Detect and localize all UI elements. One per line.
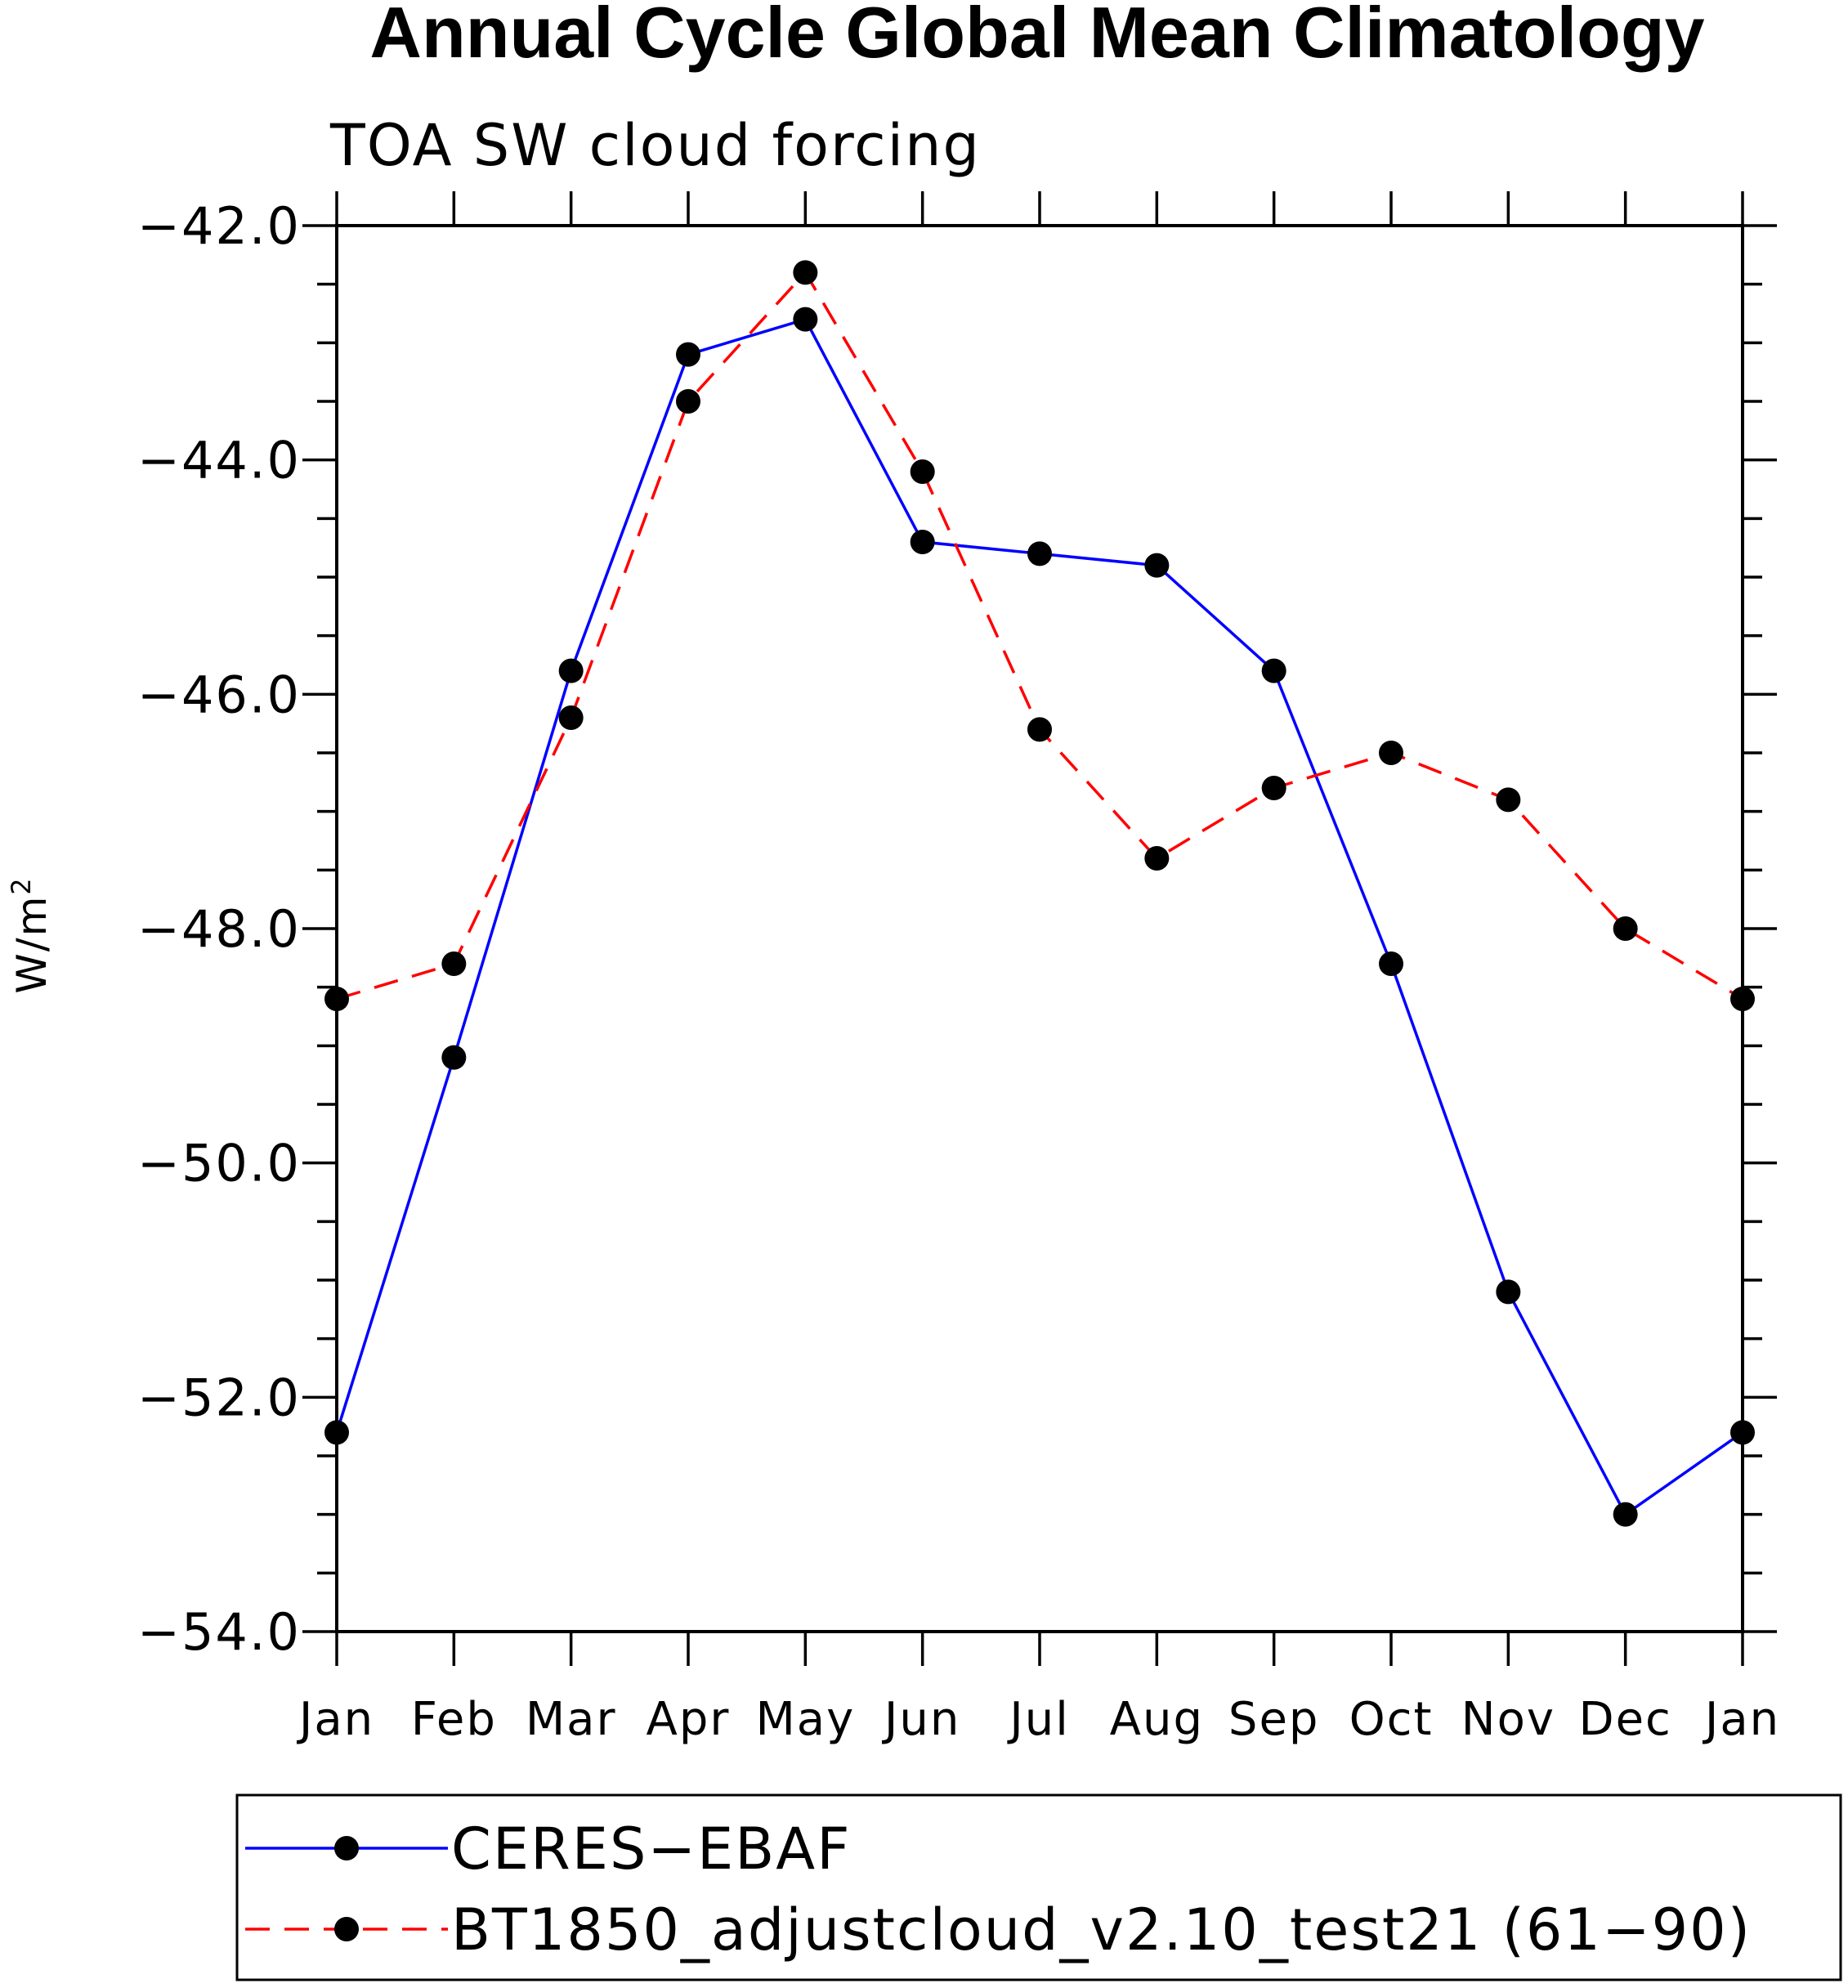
- x-tick-label: Mar: [526, 1693, 617, 1746]
- y-tick-label: −50.0: [137, 1134, 301, 1193]
- data-point: [441, 951, 467, 976]
- data-point: [1496, 787, 1521, 813]
- data-point: [793, 307, 818, 332]
- x-tick-label: Jan: [297, 1693, 374, 1746]
- data-point: [1261, 776, 1286, 800]
- data-point: [676, 342, 700, 367]
- legend-label-ceres: CERES−EBAF: [451, 1816, 851, 1883]
- plot-border: [335, 224, 1744, 1633]
- x-tick-label: Aug: [1110, 1693, 1204, 1746]
- y-tick-label: −52.0: [137, 1368, 301, 1427]
- data-point: [558, 705, 584, 730]
- series-0: [324, 307, 1755, 1527]
- data-point: [1027, 717, 1052, 742]
- data-point: [441, 1045, 467, 1070]
- data-point: [910, 459, 935, 484]
- data-point: [558, 658, 584, 683]
- data-point: [1730, 987, 1755, 1011]
- data-point: [1613, 1502, 1638, 1527]
- y-axis: −42.0 −44.0 −46.0 −48.0 −50.0 −52.0 −54.0: [137, 196, 1777, 1662]
- legend-label-model: BT1850_adjustcloud_v2.10_test21 (61−90): [451, 1896, 1752, 1963]
- series-1: [324, 260, 1755, 1011]
- data-point: [1027, 541, 1052, 566]
- y-tick-label: −44.0: [137, 431, 301, 490]
- chart-subtitle: TOA SW cloud forcing: [329, 112, 981, 179]
- data-point: [910, 530, 935, 554]
- chart-title: Annual Cycle Global Mean Climatology: [369, 0, 1704, 73]
- x-tick-label: Jul: [1007, 1693, 1070, 1746]
- x-tick-label: May: [755, 1693, 855, 1746]
- series-line: [335, 317, 1744, 1516]
- data-point: [793, 260, 818, 285]
- x-tick-label: Apr: [647, 1693, 731, 1746]
- data-point: [1613, 916, 1638, 941]
- legend: CERES−EBAF BT1850_adjustcloud_v2.10_test…: [235, 1793, 1842, 1981]
- x-tick-label: Feb: [411, 1693, 497, 1746]
- data-point: [324, 1420, 349, 1445]
- data-point: [1261, 658, 1286, 683]
- legend-box: [235, 1793, 1842, 1981]
- y-tick-label: −46.0: [137, 665, 301, 724]
- x-tick-label: Dec: [1578, 1693, 1671, 1746]
- data-point: [324, 987, 349, 1011]
- y-axis-label-exponent: 2: [6, 876, 37, 894]
- data-point: [1496, 1279, 1521, 1305]
- x-tick-label: Nov: [1461, 1693, 1555, 1746]
- legend-marker-ceres: [334, 1836, 359, 1860]
- data-point: [1730, 1420, 1755, 1445]
- x-tick-label: Oct: [1349, 1693, 1434, 1746]
- y-axis-label: W/m2: [6, 876, 56, 993]
- plot-frame: [335, 224, 1744, 1633]
- y-axis-label-units: W/m: [8, 895, 56, 994]
- x-tick-label: Sep: [1228, 1693, 1320, 1746]
- y-tick-label: −42.0: [137, 196, 301, 256]
- y-tick-label: −54.0: [137, 1602, 301, 1662]
- data-point: [676, 389, 700, 414]
- x-tick-label: Jan: [1703, 1693, 1780, 1746]
- data-point: [1379, 741, 1403, 765]
- x-axis: Jan Feb Mar Apr May Jun Jul Aug Sep Oct Nov Dec Jan: [297, 191, 1780, 1746]
- data-point: [1379, 951, 1403, 976]
- y-tick-label: −48.0: [137, 899, 301, 959]
- series-layer: [324, 260, 1755, 1527]
- data-point: [1144, 553, 1170, 578]
- x-tick-label: Jun: [882, 1693, 961, 1746]
- legend-marker-model: [334, 1917, 359, 1941]
- series-line: [336, 271, 1743, 1001]
- data-point: [1144, 846, 1170, 871]
